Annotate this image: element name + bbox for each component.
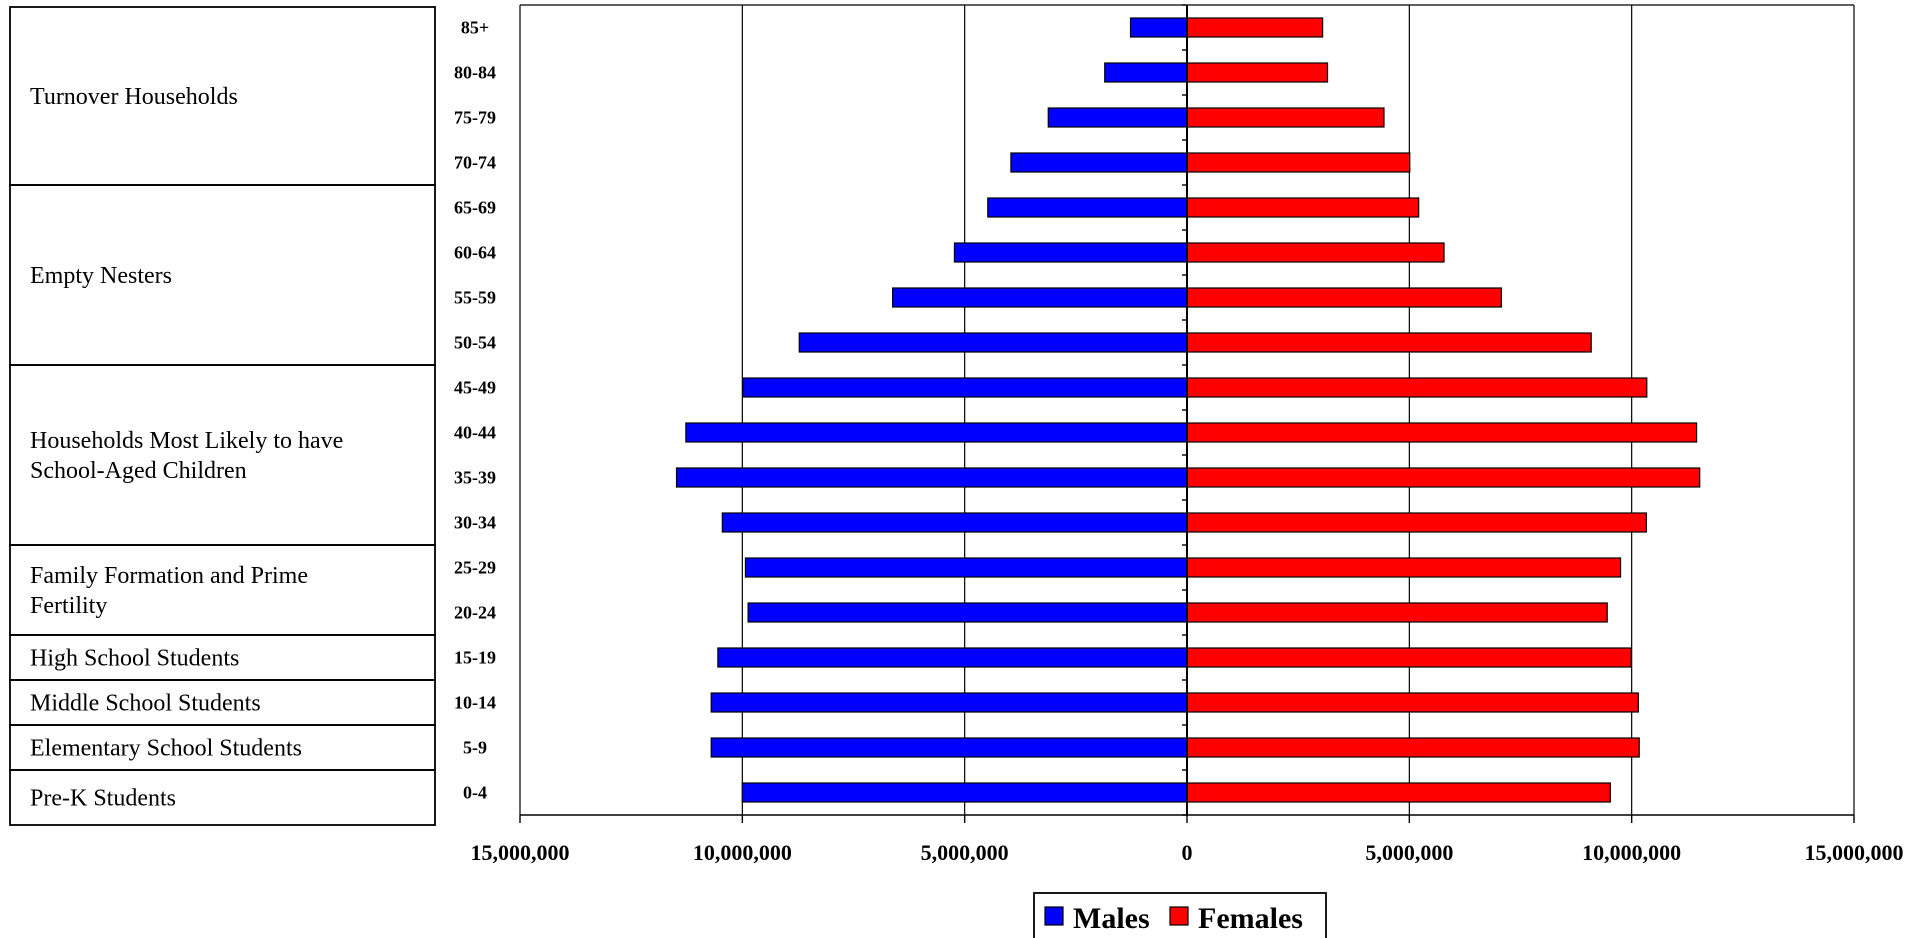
legend-swatch-females — [1169, 906, 1189, 926]
males-bar-30-34 — [721, 512, 1188, 533]
life-stage-label-3-line-1: Fertility — [30, 593, 107, 619]
age-label-30-34: 30-34 — [454, 513, 496, 533]
females-bar-30-34 — [1186, 512, 1647, 533]
life-stage-cell-3 — [9, 544, 436, 636]
males-bar-20-24 — [747, 602, 1188, 623]
females-bar-20-24 — [1186, 602, 1608, 623]
males-bar-45-49 — [742, 377, 1188, 398]
age-label-55-59: 55-59 — [454, 288, 496, 308]
x-tick-label-4: 5,000,000 — [1365, 840, 1453, 865]
females-bar-85 — [1186, 17, 1324, 38]
life-stage-table: Turnover Households Empty Nesters Househol… — [9, 6, 436, 826]
females-bar-75-79 — [1186, 107, 1385, 128]
legend-label-males: Males — [1073, 902, 1150, 935]
age-label-75-79: 75-79 — [454, 108, 496, 128]
age-label-35-39: 35-39 — [454, 468, 496, 488]
legend-swatch-males — [1044, 906, 1064, 926]
age-label-15-19: 15-19 — [454, 648, 496, 668]
age-label-45-49: 45-49 — [454, 378, 496, 398]
females-bar-55-59 — [1186, 287, 1502, 308]
x-axis-tick-labels: 15,000,000 10,000,000 5,000,000 0 5,000,000 1… — [471, 840, 1904, 865]
age-label-85: 85+ — [461, 18, 489, 38]
males-bar-65-69 — [987, 197, 1188, 218]
males-bar-0-4 — [741, 782, 1188, 803]
males-bar-80-84 — [1104, 62, 1188, 83]
females-bar-10-14 — [1186, 692, 1639, 713]
life-stage-label-7-line-0: Pre-K Students — [30, 786, 176, 812]
age-label-25-29: 25-29 — [454, 558, 496, 578]
x-tick-label-0: 15,000,000 — [471, 840, 570, 865]
life-stage-label-3-line-0: Family Formation and Prime — [30, 563, 308, 589]
age-label-60-64: 60-64 — [454, 243, 496, 263]
life-stage-label-0-line-0: Turnover Households — [30, 84, 238, 110]
females-bar-45-49 — [1186, 377, 1648, 398]
males-bar-50-54 — [798, 332, 1188, 353]
females-bar-80-84 — [1186, 62, 1329, 83]
life-stage-label-2-line-1: School-Aged Children — [30, 458, 247, 484]
center-axis — [1182, 4, 1188, 816]
age-label-80-84: 80-84 — [454, 63, 496, 83]
age-label-0-4: 0-4 — [463, 783, 487, 803]
legend-label-females: Females — [1198, 902, 1303, 935]
females-bar-50-54 — [1186, 332, 1592, 353]
legend: Males Females — [1033, 892, 1327, 938]
males-bar-15-19 — [717, 647, 1188, 668]
males-bars — [675, 17, 1188, 803]
age-label-65-69: 65-69 — [454, 198, 496, 218]
males-bar-35-39 — [675, 467, 1188, 488]
life-stage-label-6-line-0: Elementary School Students — [30, 736, 302, 762]
females-bar-70-74 — [1186, 152, 1411, 173]
age-label-10-14: 10-14 — [454, 693, 496, 713]
males-bar-75-79 — [1047, 107, 1188, 128]
males-bar-55-59 — [892, 287, 1188, 308]
females-bar-35-39 — [1186, 467, 1701, 488]
life-stage-label-1-line-0: Empty Nesters — [30, 263, 172, 289]
females-bar-0-4 — [1186, 782, 1611, 803]
x-tick-label-2: 5,000,000 — [921, 840, 1009, 865]
life-stage-label-4-line-0: High School Students — [30, 646, 239, 672]
age-label-50-54: 50-54 — [454, 333, 496, 353]
males-bar-60-64 — [953, 242, 1188, 263]
x-tick-label-5: 10,000,000 — [1582, 840, 1681, 865]
females-bar-40-44 — [1186, 422, 1698, 443]
females-bar-65-69 — [1186, 197, 1420, 218]
females-bar-5-9 — [1186, 737, 1640, 758]
age-label-20-24: 20-24 — [454, 603, 496, 623]
age-label-5-9: 5-9 — [463, 738, 487, 758]
females-bar-60-64 — [1186, 242, 1445, 263]
x-tick-label-3: 0 — [1182, 840, 1193, 865]
x-tick-label-6: 15,000,000 — [1805, 840, 1904, 865]
age-label-70-74: 70-74 — [454, 153, 496, 173]
males-bar-85 — [1129, 17, 1188, 38]
males-bar-10-14 — [710, 692, 1188, 713]
males-bar-70-74 — [1010, 152, 1188, 173]
females-bars — [1186, 17, 1701, 803]
males-bar-25-29 — [744, 557, 1188, 578]
age-group-labels: 0-4 5-9 10-14 15-19 20-24 25-29 30-34 35-39 40-4… — [454, 18, 496, 803]
life-stage-label-5-line-0: Middle School Students — [30, 691, 261, 717]
males-bar-40-44 — [685, 422, 1188, 443]
life-stage-cell-2 — [9, 364, 436, 546]
females-bar-25-29 — [1186, 557, 1622, 578]
life-stage-cell-7 — [9, 769, 436, 826]
males-bar-5-9 — [710, 737, 1188, 758]
females-bar-15-19 — [1186, 647, 1632, 668]
plot-area — [519, 4, 1855, 823]
x-tick-label-1: 10,000,000 — [693, 840, 792, 865]
life-stage-label-2-line-0: Households Most Likely to have — [30, 428, 343, 454]
age-label-40-44: 40-44 — [454, 423, 496, 443]
